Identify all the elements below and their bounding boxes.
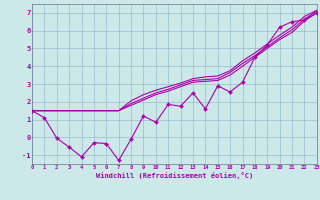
X-axis label: Windchill (Refroidissement éolien,°C): Windchill (Refroidissement éolien,°C): [96, 172, 253, 179]
